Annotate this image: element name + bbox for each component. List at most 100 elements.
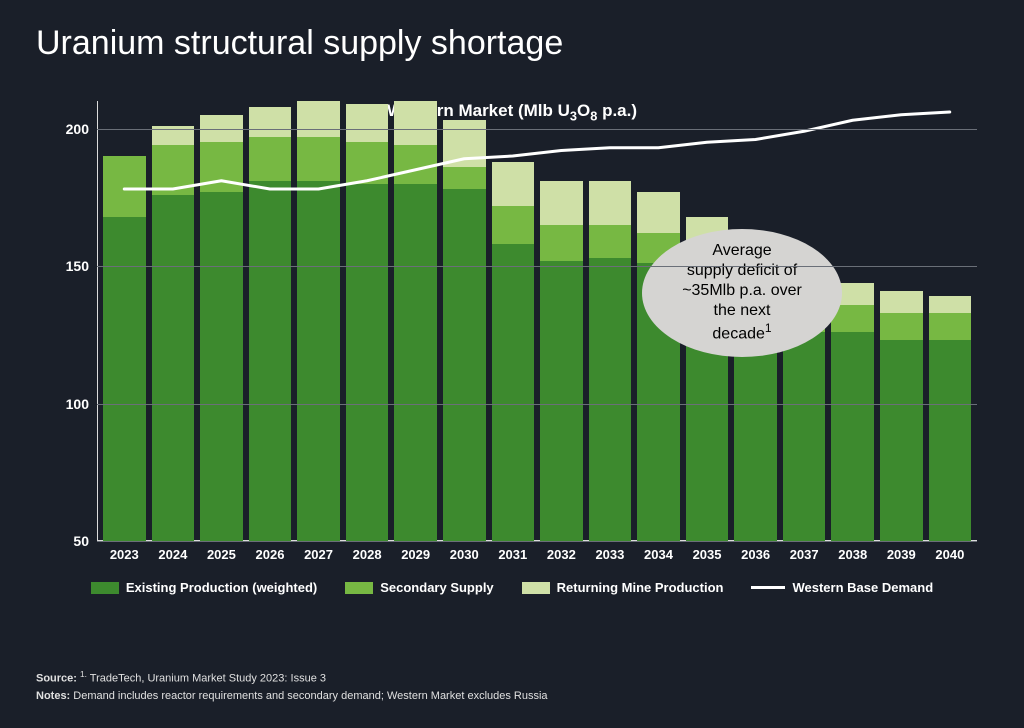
bar-segment-existing [443, 189, 486, 541]
bar-segment-secondary [103, 156, 146, 217]
callout-text: the next [714, 302, 771, 319]
legend-item: Returning Mine Production [522, 580, 724, 595]
bar-segment-returning [346, 104, 389, 143]
bar-segment-secondary [443, 167, 486, 189]
x-tick-label: 2036 [741, 547, 770, 562]
bar-slot: 2029 [394, 101, 437, 541]
callout-text: decade [712, 326, 765, 343]
y-tick-label: 150 [66, 258, 89, 274]
y-tick-label: 50 [73, 533, 89, 549]
bar-segment-secondary [492, 206, 535, 245]
bar-segment-returning [637, 192, 680, 233]
bar-slot: 2039 [880, 101, 923, 541]
source-label: Source: [36, 673, 77, 685]
bar-segment-secondary [589, 225, 632, 258]
bar-slot: 2025 [200, 101, 243, 541]
legend-swatch [522, 582, 550, 594]
bar-slot: 2038 [831, 101, 874, 541]
x-tick-label: 2040 [935, 547, 964, 562]
bar-slot: 2033 [589, 101, 632, 541]
bar-segment-existing [297, 181, 340, 541]
bars-container: 2023202420252026202720282029203020312032… [97, 101, 977, 541]
legend-item: Existing Production (weighted) [91, 580, 317, 595]
bar-segment-secondary [394, 145, 437, 184]
gridline [97, 129, 977, 130]
bar-slot: 2030 [443, 101, 486, 541]
bar-stack [103, 156, 146, 541]
bar-segment-existing [589, 258, 632, 541]
bar-stack [297, 101, 340, 541]
bar-slot: 2023 [103, 101, 146, 541]
bar-stack [346, 104, 389, 541]
bar-segment-secondary [346, 142, 389, 183]
callout-bubble: Average supply deficit of ~35Mlb p.a. ov… [642, 229, 842, 357]
x-tick-label: 2030 [450, 547, 479, 562]
bar-segment-returning [540, 181, 583, 225]
x-tick-label: 2025 [207, 547, 236, 562]
bar-segment-existing [540, 261, 583, 542]
bar-stack [880, 291, 923, 541]
legend-item: Secondary Supply [345, 580, 493, 595]
bar-stack [589, 181, 632, 541]
bar-segment-existing [929, 340, 972, 541]
bar-segment-returning [929, 296, 972, 313]
bar-stack [831, 283, 874, 542]
bar-stack [152, 126, 195, 541]
gridline [97, 266, 977, 267]
x-tick-label: 2023 [110, 547, 139, 562]
bar-segment-existing [249, 181, 292, 541]
bar-stack [443, 120, 486, 541]
bar-slot: 2026 [249, 101, 292, 541]
bar-stack [540, 181, 583, 541]
bar-segment-returning [589, 181, 632, 225]
bar-segment-existing [880, 340, 923, 541]
bar-segment-returning [492, 162, 535, 206]
bar-segment-existing [346, 184, 389, 542]
bar-segment-secondary [200, 142, 243, 192]
notes-label: Notes: [36, 690, 70, 702]
legend-label: Western Base Demand [792, 580, 933, 595]
legend-label: Secondary Supply [380, 580, 493, 595]
x-tick-label: 2038 [838, 547, 867, 562]
notes-text: Demand includes reactor requirements and… [70, 690, 547, 702]
source-text: TradeTech, Uranium Market Study 2023: Is… [87, 673, 326, 685]
y-tick-label: 200 [66, 121, 89, 137]
bar-segment-secondary [880, 313, 923, 341]
bar-slot: 2024 [152, 101, 195, 541]
bar-stack [492, 162, 535, 542]
legend-label: Returning Mine Production [557, 580, 724, 595]
bar-segment-existing [492, 244, 535, 541]
bar-slot: 2027 [297, 101, 340, 541]
x-tick-label: 2028 [353, 547, 382, 562]
callout-text: ~35Mlb p.a. over [682, 282, 802, 299]
bar-slot: 2032 [540, 101, 583, 541]
bar-segment-existing [152, 195, 195, 542]
x-tick-label: 2026 [256, 547, 285, 562]
y-tick-label: 100 [66, 396, 89, 412]
legend-line-swatch [751, 586, 785, 589]
legend-item: Western Base Demand [751, 580, 933, 595]
chart: Western Market (Mlb U3O8 p.a.) 202320242… [37, 71, 987, 611]
bar-slot: 2028 [346, 101, 389, 541]
bar-stack [394, 101, 437, 541]
legend-swatch [345, 582, 373, 594]
callout-sup: 1 [765, 321, 772, 335]
bar-segment-returning [297, 101, 340, 137]
x-tick-label: 2033 [595, 547, 624, 562]
bar-segment-secondary [249, 137, 292, 181]
x-tick-label: 2027 [304, 547, 333, 562]
bar-segment-secondary [297, 137, 340, 181]
x-tick-label: 2035 [693, 547, 722, 562]
bar-segment-returning [394, 101, 437, 145]
bar-stack [929, 296, 972, 541]
bar-segment-existing [783, 332, 826, 541]
plot-area: 2023202420252026202720282029203020312032… [97, 101, 977, 541]
bar-stack [637, 192, 680, 541]
bar-slot: 2040 [929, 101, 972, 541]
legend: Existing Production (weighted) Secondary … [37, 580, 987, 595]
callout-text: supply deficit of [687, 262, 797, 279]
x-tick-label: 2034 [644, 547, 673, 562]
footer-notes: Source: 1. TradeTech, Uranium Market Stu… [36, 669, 548, 704]
bar-segment-existing [200, 192, 243, 541]
bar-segment-secondary [540, 225, 583, 261]
